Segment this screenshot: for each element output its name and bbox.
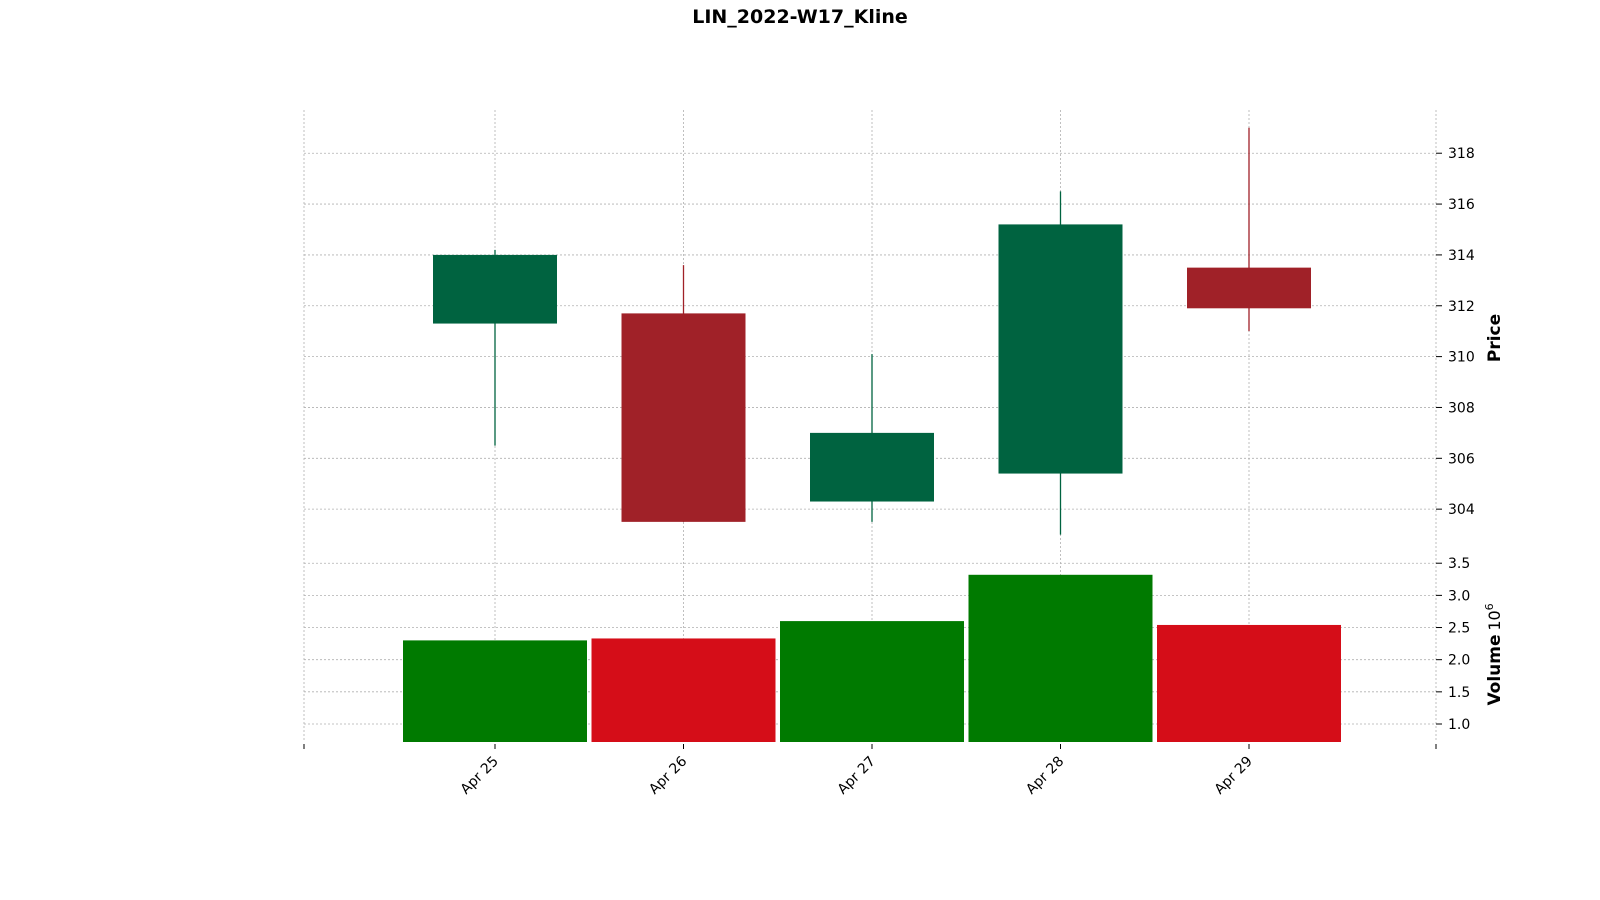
- candlestick-series: [433, 127, 1311, 535]
- volume-tick-label: 3.0: [1448, 588, 1470, 604]
- chart-title: LIN_2022-W17_Kline: [692, 6, 908, 28]
- volume-tick-label: 1.5: [1448, 685, 1470, 701]
- volume-bar: [591, 638, 776, 742]
- price-tick-label: 310: [1448, 350, 1475, 366]
- candle-body: [433, 254, 557, 324]
- volume-exponent-label: 106: [1483, 603, 1504, 630]
- date-tick-label: Apr 26: [646, 753, 690, 797]
- date-tick-label: Apr 28: [1023, 754, 1067, 798]
- price-tick-label: 308: [1448, 400, 1475, 416]
- volume-bar: [968, 574, 1153, 742]
- volume-bar: [780, 621, 964, 742]
- date-tick-label: Apr 29: [1212, 754, 1256, 798]
- volume-axis-label: Volume: [1485, 634, 1505, 705]
- date-tick-label: Apr 25: [458, 754, 502, 798]
- candle-body: [621, 313, 746, 522]
- date-axis-ticks: Apr 25 Apr 26 Apr 27 Apr 28 Apr 29: [303, 744, 1437, 798]
- price-tick-label: 306: [1448, 451, 1475, 467]
- price-axis-ticks: 304 306 308 310 312 314 316 318: [1436, 146, 1475, 518]
- candle-body: [998, 224, 1123, 474]
- price-tick-label: 318: [1448, 146, 1475, 162]
- volume-axis-ticks: 1.0 1.5 2.0 2.5 3.0 3.5: [1436, 556, 1470, 733]
- candle-body: [810, 432, 934, 502]
- volume-bar: [403, 640, 587, 742]
- price-tick-label: 304: [1448, 502, 1475, 518]
- volume-tick-label: 3.5: [1448, 556, 1470, 572]
- volume-tick-label: 2.0: [1448, 653, 1470, 669]
- volume-tick-label: 1.0: [1448, 717, 1470, 733]
- price-axis-label: Price: [1485, 314, 1505, 362]
- candle-body: [1187, 267, 1311, 309]
- date-tick-label: Apr 27: [835, 754, 879, 798]
- price-tick-label: 316: [1448, 197, 1475, 213]
- volume-bar: [1157, 624, 1341, 742]
- price-tick-label: 312: [1448, 299, 1475, 315]
- price-tick-label: 314: [1448, 248, 1475, 264]
- volume-tick-label: 2.5: [1448, 621, 1470, 637]
- volume-series: [403, 574, 1341, 742]
